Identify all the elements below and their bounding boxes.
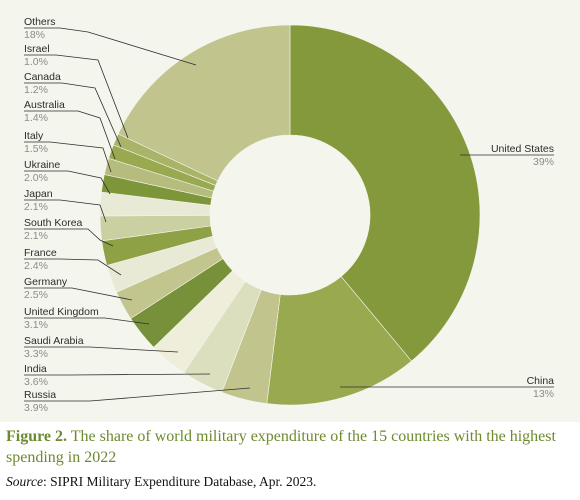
label-germany: Germany: [24, 276, 68, 288]
value-label-germany: 2.5%: [24, 289, 48, 301]
label-united-kingdom: United Kingdom: [24, 306, 99, 318]
label-australia: Australia: [24, 99, 65, 111]
value-label-south-korea: 2.1%: [24, 230, 48, 242]
value-label-china: 13%: [533, 388, 554, 400]
value-label-canada: 1.2%: [24, 84, 48, 96]
leader-line-united-kingdom: [24, 317, 150, 325]
value-label-japan: 2.1%: [24, 201, 48, 213]
label-israel: Israel: [24, 43, 50, 55]
leader-line-russia: [24, 387, 251, 402]
value-label-italy: 1.5%: [24, 143, 48, 155]
source-label: Source: [6, 474, 43, 489]
label-saudi-arabia: Saudi Arabia: [24, 335, 84, 347]
label-others: Others: [24, 16, 56, 28]
leader-line-france: [24, 258, 122, 276]
value-label-france: 2.4%: [24, 260, 48, 272]
leader-line-ukraine: [24, 170, 111, 195]
figure-caption-text: The share of world military expenditure …: [6, 428, 556, 466]
leader-line-india: [24, 373, 211, 376]
donut-chart: United States39%China13%Russia3.9%India3…: [24, 16, 555, 414]
leader-line-others: [24, 27, 197, 66]
leader-line-south-korea: [24, 228, 114, 247]
value-label-india: 3.6%: [24, 376, 48, 388]
label-japan: Japan: [24, 188, 53, 200]
figure-number: Figure 2.: [6, 428, 68, 445]
slice-united-states: [289, 24, 481, 362]
value-label-others: 18%: [24, 29, 45, 41]
leader-line-japan: [24, 199, 107, 223]
leader-line-australia: [24, 110, 116, 160]
value-label-australia: 1.4%: [24, 112, 48, 124]
value-label-ukraine: 2.0%: [24, 172, 48, 184]
figure-caption: Figure 2. The share of world military ex…: [6, 426, 574, 468]
label-united-states: United States: [491, 143, 554, 155]
label-china: China: [527, 375, 555, 387]
label-ukraine: Ukraine: [24, 159, 60, 171]
label-south-korea: South Korea: [24, 217, 83, 229]
label-france: France: [24, 247, 57, 259]
chart-panel: United States 39% China 13% Russia 3.9% India 3…: [0, 0, 580, 422]
leader-line-canada: [24, 82, 122, 148]
value-label-saudi-arabia: 3.3%: [24, 348, 48, 360]
slice-china: [266, 276, 412, 406]
value-label-united-states: 39%: [533, 156, 554, 168]
label-india: India: [24, 363, 47, 375]
leader-line-italy: [24, 141, 112, 173]
leader-line-israel: [24, 54, 129, 139]
leader-line-saudi-arabia: [24, 346, 179, 353]
leader-line-germany: [24, 287, 133, 301]
value-label-united-kingdom: 3.1%: [24, 319, 48, 331]
label-russia: Russia: [24, 389, 56, 401]
label-canada: Canada: [24, 71, 61, 83]
source-text: : SIPRI Military Expenditure Database, A…: [43, 474, 317, 489]
figure-source: Source: SIPRI Military Expenditure Datab…: [6, 474, 316, 490]
label-italy: Italy: [24, 130, 44, 142]
slice-others: [117, 24, 291, 182]
value-label-russia: 3.9%: [24, 402, 48, 414]
value-label-israel: 1.0%: [24, 56, 48, 68]
